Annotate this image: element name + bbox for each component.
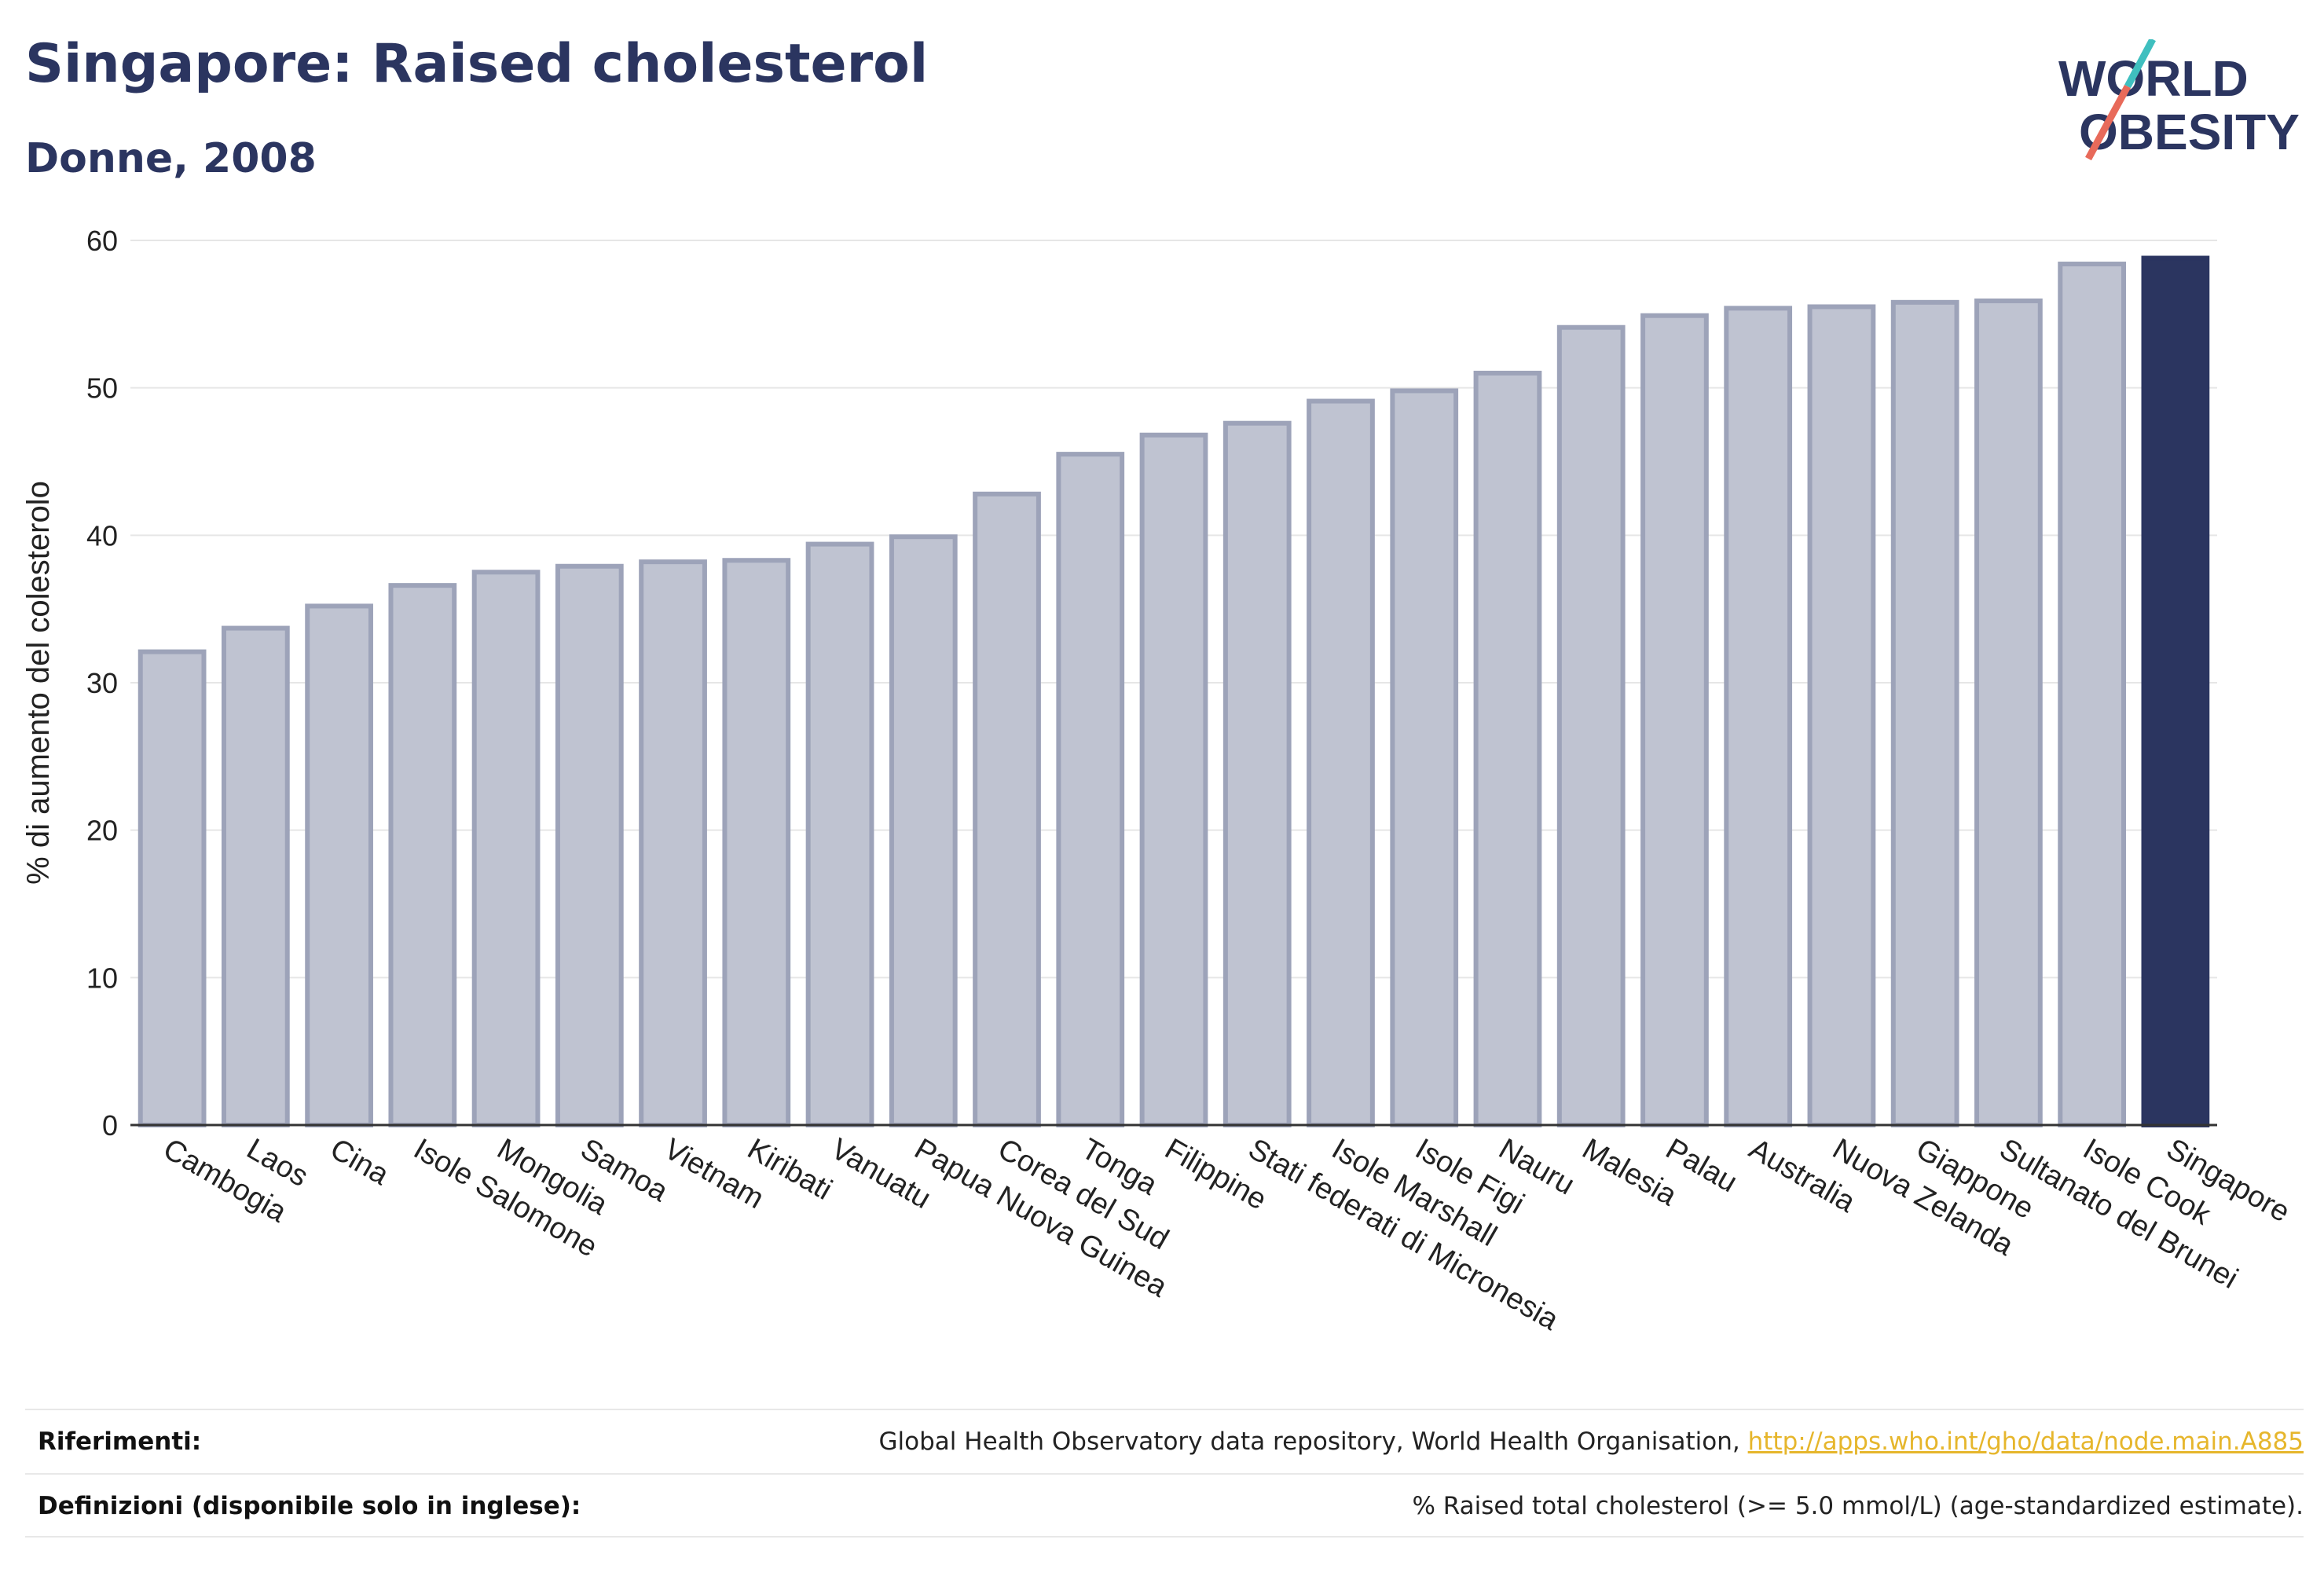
references-row: Riferimenti: Global Health Observatory d…: [25, 1409, 2304, 1473]
bar-sultanato-del-brunei: [1974, 298, 2043, 1127]
bar-giappone: [1890, 299, 1959, 1128]
bar-vietnam: [639, 559, 707, 1127]
x-tick-label: Cina: [324, 1132, 394, 1192]
bar-isole-marshall: [1307, 398, 1375, 1128]
y-axis-label: % di aumento del colesterolo: [21, 481, 56, 885]
y-tick-label: 10: [86, 962, 118, 994]
bar-cambogia: [137, 649, 207, 1127]
chart-subtitle: Donne, 2008: [25, 135, 317, 182]
bars: [137, 255, 2210, 1128]
world-obesity-logo: WORLD OBESITY: [2058, 39, 2300, 161]
bar-isole-salomone: [388, 583, 457, 1127]
y-tick-label: 60: [86, 225, 118, 257]
definitions-row: Definizioni (disponibile solo in inglese…: [25, 1473, 2304, 1538]
bar-corea-del-sud: [973, 491, 1041, 1127]
y-tick-labels: 0 10 20 30 40 50 60: [86, 225, 118, 1142]
y-tick-label: 0: [102, 1109, 118, 1142]
bar-laos: [221, 625, 290, 1127]
footer-divider: [25, 1536, 2304, 1538]
bar-australia: [1724, 306, 1793, 1127]
bar-kiribati: [722, 558, 791, 1127]
bar-samoa: [555, 563, 624, 1127]
y-tick-label: 20: [86, 815, 118, 847]
bar-tonga: [1056, 452, 1125, 1127]
definitions-text: % Raised total cholesterol (>= 5.0 mmol/…: [1412, 1492, 2304, 1520]
bar-papua-nuova-guinea: [889, 534, 958, 1127]
bar-singapore: [2141, 255, 2210, 1127]
bar-malesia: [1556, 324, 1626, 1127]
definitions-label: Definizioni (disponibile solo in inglese…: [38, 1492, 581, 1520]
references-label: Riferimenti:: [38, 1428, 202, 1456]
bar-nuova-zelanda: [1807, 304, 1876, 1128]
references-value: Global Health Observatory data repositor…: [879, 1428, 2304, 1456]
bar-mongolia: [471, 570, 541, 1127]
chart-title: Singapore: Raised cholesterol: [25, 33, 929, 95]
logo-slash-coral: [2085, 84, 2131, 161]
bar-cina: [305, 603, 373, 1127]
bar-vanuatu: [805, 541, 874, 1127]
references-link[interactable]: http://apps.who.int/gho/data/node.main.A…: [1747, 1428, 2304, 1456]
bar-palau: [1640, 313, 1709, 1128]
bar-stati-federati-di-micronesia: [1222, 420, 1292, 1127]
bar-isole-cook: [2058, 262, 2127, 1128]
logo-line1: WORLD: [2058, 50, 2249, 107]
y-tick-label: 30: [86, 667, 118, 699]
bar-filippine: [1139, 432, 1208, 1127]
x-tick-label: Malesia: [1577, 1132, 1683, 1212]
bar-isole-figi: [1390, 388, 1459, 1128]
bar-nauru: [1473, 370, 1542, 1127]
y-tick-label: 40: [86, 519, 118, 552]
logo-slash-teal: [2124, 39, 2156, 89]
references-text: Global Health Observatory data repositor…: [878, 1428, 1748, 1456]
y-tick-label: 50: [86, 372, 118, 405]
